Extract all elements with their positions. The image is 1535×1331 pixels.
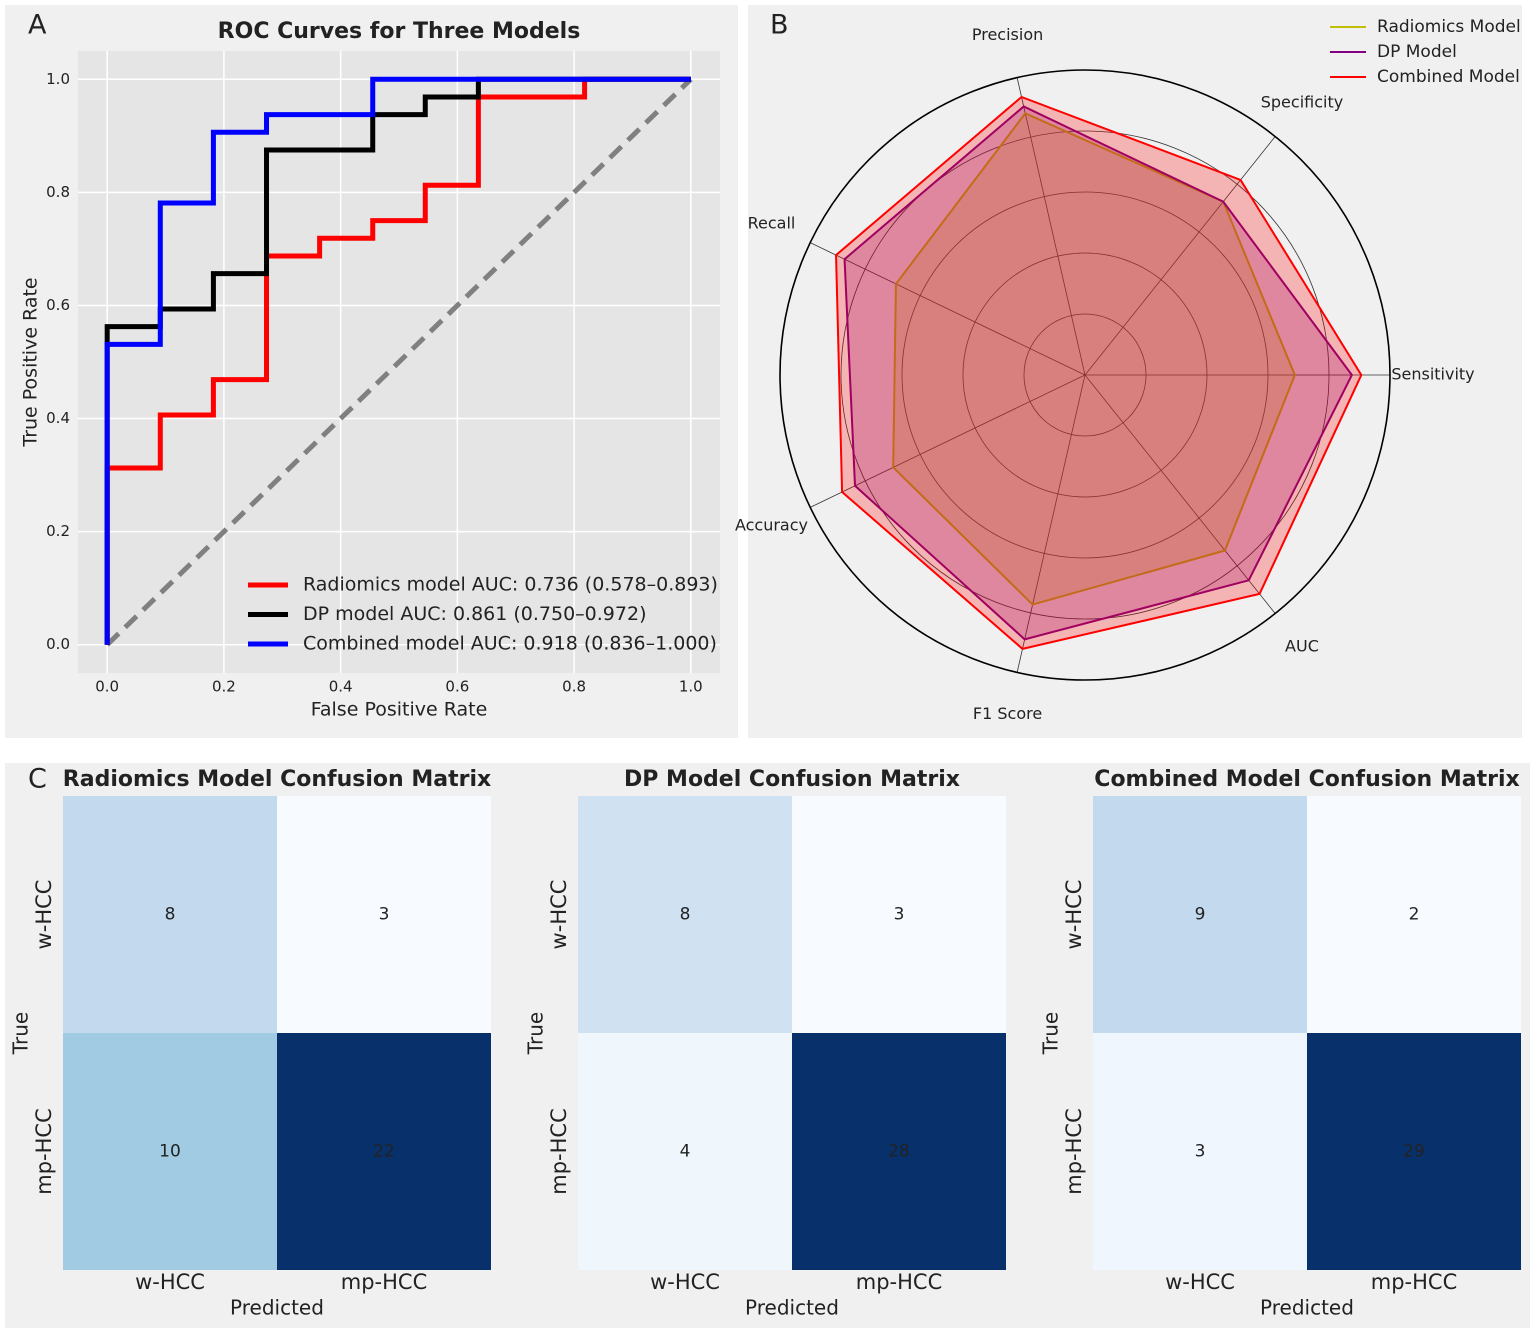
y-tick-label: w-HCC [547, 880, 571, 950]
legend-label: Combined Model [1377, 67, 1520, 87]
y-axis-label: True [524, 1012, 548, 1055]
y-tick-label: w-HCC [32, 880, 56, 950]
x-tick-label: 0.0 [95, 678, 119, 696]
radar-area [835, 95, 1363, 650]
heatmap-cell [1307, 796, 1521, 1033]
cell-value: 29 [1403, 1142, 1425, 1162]
x-axis-label: Predicted [745, 1296, 839, 1320]
y-tick-label: mp-HCC [547, 1108, 571, 1194]
cell-value: 8 [165, 905, 176, 925]
x-axis-label: Predicted [1260, 1296, 1354, 1320]
y-tick-label: 0.6 [46, 296, 70, 314]
axis-category-label: Precision [972, 25, 1043, 44]
y-tick-label: w-HCC [1062, 880, 1086, 950]
x-tick-label: 0.2 [212, 678, 236, 696]
chart-title: DP Model Confusion Matrix [624, 767, 960, 792]
heatmap-cell [63, 796, 277, 1033]
cell-value: 10 [159, 1142, 181, 1162]
axis-category-label: AUC [1285, 637, 1319, 656]
y-tick-label: mp-HCC [32, 1108, 56, 1194]
heatmap-cell [578, 796, 792, 1033]
axis-category-label: Sensitivity [1391, 365, 1474, 384]
chart-title: ROC Curves for Three Models [218, 19, 581, 44]
panel-label: B [770, 10, 789, 41]
x-tick-label: 0.4 [329, 678, 353, 696]
heatmap-cell [792, 796, 1006, 1033]
cell-value: 4 [680, 1142, 691, 1162]
cell-value: 9 [1195, 905, 1206, 925]
panel-label: A [28, 10, 47, 41]
x-axis-label: False Positive Rate [311, 699, 488, 721]
x-tick-label: 1.0 [679, 678, 703, 696]
axis-category-label: F1 Score [973, 704, 1042, 723]
spoke [1016, 77, 1086, 376]
panel-label: C [28, 764, 47, 795]
cell-value: 3 [379, 905, 390, 925]
chart-title: Combined Model Confusion Matrix [1094, 767, 1519, 792]
legend-label: Radiomics model AUC: 0.736 (0.578–0.893) [303, 574, 718, 596]
y-tick-label: 0.4 [46, 409, 70, 427]
legend-label: Combined model AUC: 0.918 (0.836–1.000) [303, 633, 717, 655]
radar-spine [779, 69, 1391, 681]
panel-b-background [748, 5, 1522, 738]
legend-label: Radiomics Model [1377, 17, 1521, 37]
y-tick-label: 1.0 [46, 70, 70, 88]
cell-value: 28 [888, 1142, 910, 1162]
heatmap-cell [1093, 1033, 1307, 1270]
chance-line [105, 77, 693, 647]
heatmap-cell [63, 1033, 277, 1270]
heatmap-cell [277, 796, 491, 1033]
x-tick-label: mp-HCC [341, 1270, 427, 1294]
spoke [1016, 374, 1086, 673]
x-tick-label: w-HCC [650, 1270, 720, 1294]
x-tick-label: w-HCC [1165, 1270, 1235, 1294]
spoke [810, 242, 1086, 376]
spoke [1084, 136, 1276, 376]
x-tick-label: mp-HCC [856, 1270, 942, 1294]
spoke [810, 374, 1086, 508]
y-tick-label: 0.0 [46, 635, 70, 653]
roc-curve [104, 76, 691, 645]
x-tick-label: 0.8 [562, 678, 586, 696]
y-axis-label: True [1039, 1012, 1063, 1055]
chart-title: Radiomics Model Confusion Matrix [63, 767, 491, 792]
x-tick-label: 0.6 [445, 678, 469, 696]
heatmap-cell [1093, 796, 1307, 1033]
y-axis-label: True Positive Rate [20, 277, 42, 447]
legend-label: DP model AUC: 0.861 (0.750–0.972) [303, 603, 646, 625]
cell-value: 8 [680, 905, 691, 925]
spoke [1084, 374, 1276, 614]
cell-value: 2 [1409, 905, 1420, 925]
cell-value: 22 [373, 1142, 395, 1162]
cell-value: 3 [894, 905, 905, 925]
heatmap-cell [792, 1033, 1006, 1270]
y-tick-label: 0.8 [46, 183, 70, 201]
x-tick-label: w-HCC [135, 1270, 205, 1294]
y-tick-label: 0.2 [46, 522, 70, 540]
axis-category-label: Specificity [1261, 92, 1343, 111]
y-tick-label: mp-HCC [1062, 1108, 1086, 1194]
heatmap-cell [277, 1033, 491, 1270]
axis-category-label: Accuracy [735, 515, 808, 534]
heatmap-cell [1307, 1033, 1521, 1270]
x-tick-label: mp-HCC [1371, 1270, 1457, 1294]
heatmap-cell [578, 1033, 792, 1270]
cell-value: 3 [1195, 1142, 1206, 1162]
x-axis-label: Predicted [230, 1296, 324, 1320]
legend-label: DP Model [1377, 42, 1457, 62]
axis-category-label: Recall [748, 214, 796, 233]
radar-area [843, 105, 1354, 641]
y-axis-label: True [9, 1012, 33, 1055]
